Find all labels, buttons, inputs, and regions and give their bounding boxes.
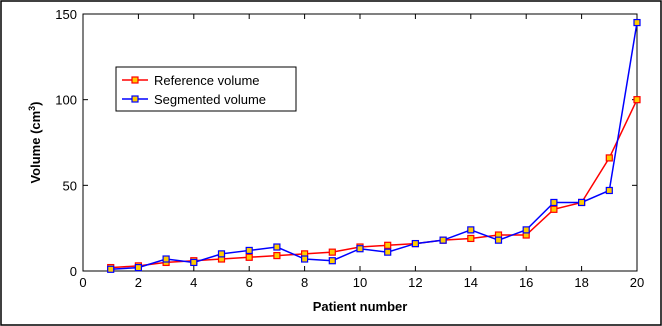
y-axis-title-superscript: 3 <box>27 106 37 111</box>
series-line <box>110 22 638 271</box>
legend-marker-reference <box>131 76 139 84</box>
x-tick-label: 0 <box>79 275 86 290</box>
legend-entry-reference: Reference volume <box>122 73 260 88</box>
data-point <box>162 255 170 263</box>
x-tick-label: 2 <box>135 275 142 290</box>
x-tick-label: 8 <box>301 275 308 290</box>
x-tick-label: 20 <box>630 275 644 290</box>
legend-marker-segmented <box>131 95 139 103</box>
x-tick-label: 12 <box>408 275 422 290</box>
data-point <box>550 198 558 207</box>
series-segmented <box>107 18 641 273</box>
data-point <box>328 248 336 256</box>
x-tick-label: 18 <box>574 275 588 290</box>
plot-area <box>82 13 638 272</box>
legend-label-segmented: Segmented volume <box>154 92 266 107</box>
x-tick-label: 6 <box>246 275 253 290</box>
data-point <box>134 263 142 272</box>
y-axis-title: Volume (cm3) <box>27 101 43 183</box>
data-point <box>411 239 419 248</box>
y-axis-title-main: Volume (cm <box>28 111 43 184</box>
y-tick-label: 50 <box>63 178 77 193</box>
y-tick-label: 100 <box>55 93 77 108</box>
x-axis-title: Patient number <box>313 299 408 314</box>
series-layer <box>107 18 641 273</box>
data-point <box>494 236 503 244</box>
data-point <box>522 226 530 234</box>
data-point <box>273 243 281 251</box>
y-tick-label: 0 <box>70 264 77 279</box>
data-point <box>328 257 336 265</box>
x-tick-label: 16 <box>519 275 533 290</box>
data-point <box>356 245 364 253</box>
y-axis-title-end: ) <box>28 101 43 105</box>
legend-box <box>115 66 297 112</box>
data-point <box>633 96 641 104</box>
ticks-layer: 0 2 4 6 8 10 12 14 16 18 20 0 50 100 150 <box>55 7 644 290</box>
legend: Reference volume Segmented volume <box>115 66 297 112</box>
data-point <box>467 234 475 243</box>
data-point <box>107 265 115 273</box>
legend-label-reference: Reference volume <box>154 73 260 88</box>
data-point <box>467 226 475 234</box>
data-point <box>190 258 198 267</box>
data-point <box>245 253 253 261</box>
x-tick-label: 14 <box>464 275 478 290</box>
data-point <box>217 250 226 258</box>
y-tick-label: 150 <box>55 7 77 22</box>
data-point <box>577 198 586 207</box>
data-point <box>439 236 447 244</box>
data-point <box>273 251 281 260</box>
x-tick-label: 10 <box>353 275 367 290</box>
x-tick-label: 4 <box>190 275 197 290</box>
data-point <box>633 18 641 27</box>
data-point <box>550 205 558 213</box>
data-point <box>301 255 309 263</box>
data-point <box>605 154 613 162</box>
data-point <box>605 186 613 195</box>
legend-entry-segmented: Segmented volume <box>122 92 266 107</box>
data-point <box>245 246 253 255</box>
data-point <box>384 248 392 256</box>
data-point <box>384 241 392 249</box>
